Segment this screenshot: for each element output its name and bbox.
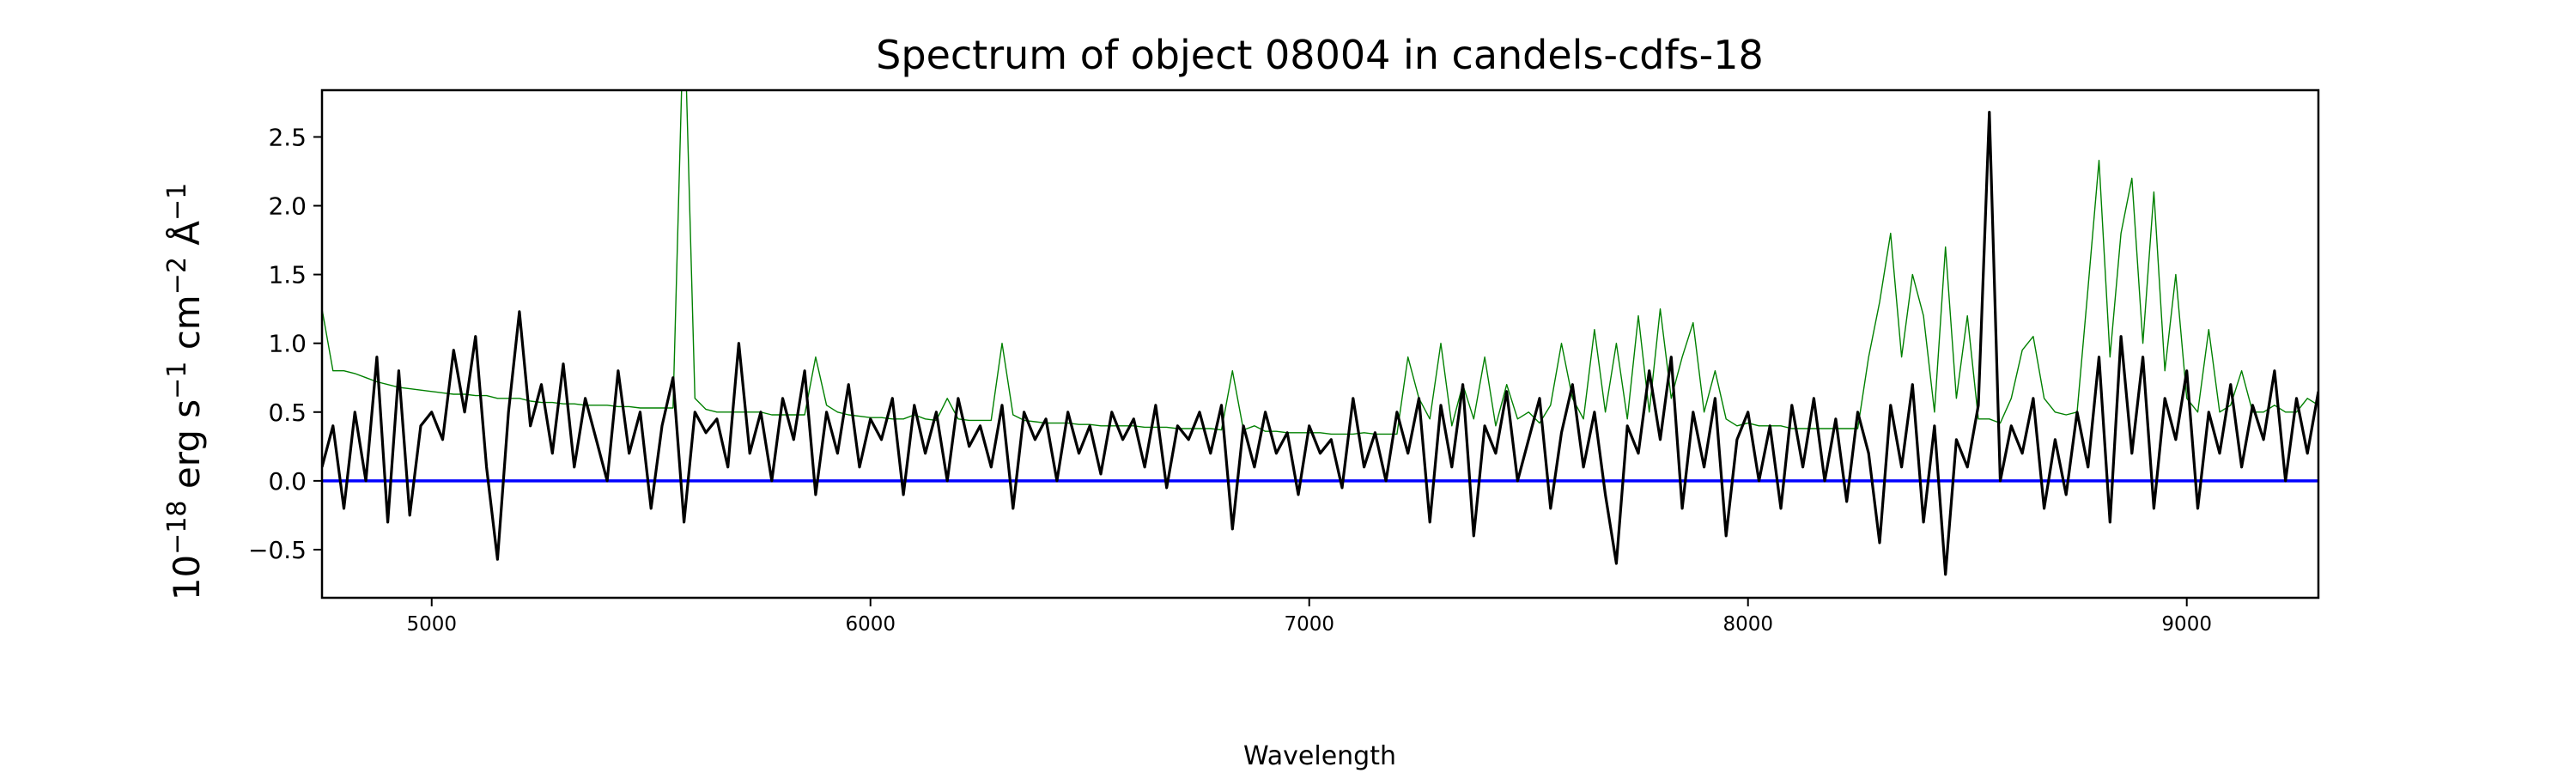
plot-frame [320,88,2320,600]
y-tick-label: 0.5 [268,399,307,427]
y-tick-label: −0.5 [248,536,307,564]
y-axis: −0.5 0.0 0.5 1.0 1.5 2.0 2.5 [248,123,322,564]
y-tick-label: 2.0 [268,192,307,221]
x-axis-label: Wavelength [1243,741,1396,771]
x-axis: 5000 6000 7000 8000 9000 [406,598,2212,636]
x-tick-label: 5000 [406,613,457,636]
x-tick-label: 9000 [2161,613,2212,636]
y-axis-label: 10−18 erg s−1 cm−2 Å−1 [162,183,208,601]
y-tick-label: 1.0 [268,330,307,358]
series-line-error [322,90,2318,435]
series-layer [322,90,2318,576]
x-tick-label: 7000 [1284,613,1334,636]
y-tick-label: 1.5 [268,261,307,289]
series-line-flux [322,111,2318,576]
y-tick-label: 0.0 [268,467,307,496]
chart-title: Spectrum of object 08004 in candels-cdfs… [876,32,1764,78]
y-tick-label: 2.5 [268,123,307,151]
x-tick-label: 6000 [845,613,896,636]
x-tick-label: 8000 [1722,613,1773,636]
